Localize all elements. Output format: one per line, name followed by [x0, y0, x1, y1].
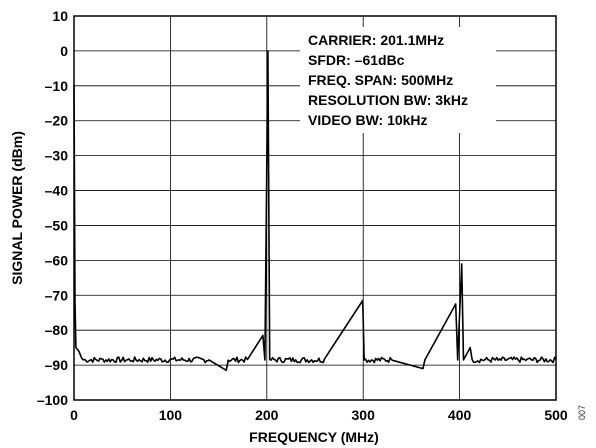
- annotation-line: RESOLUTION BW: 3kHz: [308, 92, 468, 108]
- spectrum-trace-layer: [73, 50, 557, 372]
- y-tick-label: –20: [45, 113, 69, 129]
- y-tick-label: –90: [45, 357, 69, 373]
- x-tick-label: 200: [255, 407, 279, 423]
- x-tick-label: 400: [448, 407, 472, 423]
- x-tick-label: 100: [159, 407, 183, 423]
- y-tick-label: –30: [45, 148, 69, 164]
- y-tick-label: –60: [45, 252, 69, 268]
- y-tick-label: –80: [45, 322, 69, 338]
- y-tick-label: –100: [37, 392, 68, 408]
- y-tick-label: –50: [45, 217, 69, 233]
- y-tick-label: 10: [52, 8, 68, 24]
- y-tick-label: –40: [45, 183, 69, 199]
- x-tick-label: 0: [70, 407, 78, 423]
- y-tick-label: –10: [45, 78, 69, 94]
- spectrum-trace: [73, 50, 557, 372]
- x-tick-label: 300: [352, 407, 376, 423]
- x-tick-labels: 0 100 200 300 400 500: [70, 407, 568, 423]
- plot-frame: [73, 15, 557, 401]
- y-axis-label: SIGNAL POWER (dBm): [9, 131, 25, 285]
- figure-id: 007: [577, 404, 587, 420]
- annotation-line: VIDEO BW: 10kHz: [308, 112, 428, 128]
- annotation-line: FREQ. SPAN: 500MHz: [308, 72, 453, 88]
- x-axis-label: FREQUENCY (MHz): [249, 429, 379, 445]
- annotation-background: [300, 27, 496, 133]
- y-tick-labels: 10 0 –10 –20 –30 –40 –50 –60 –70 –80 –90 –100: [37, 8, 68, 408]
- x-tick-label: 500: [544, 407, 568, 423]
- y-tick-label: –70: [45, 287, 69, 303]
- annotation-line: SFDR: –61dBc: [308, 52, 405, 68]
- annotation-box: CARRIER: 201.1MHz SFDR: –61dBc FREQ. SPAN:…: [300, 27, 496, 133]
- annotation-line: CARRIER: 201.1MHz: [308, 32, 444, 48]
- y-tick-label: 0: [60, 43, 68, 59]
